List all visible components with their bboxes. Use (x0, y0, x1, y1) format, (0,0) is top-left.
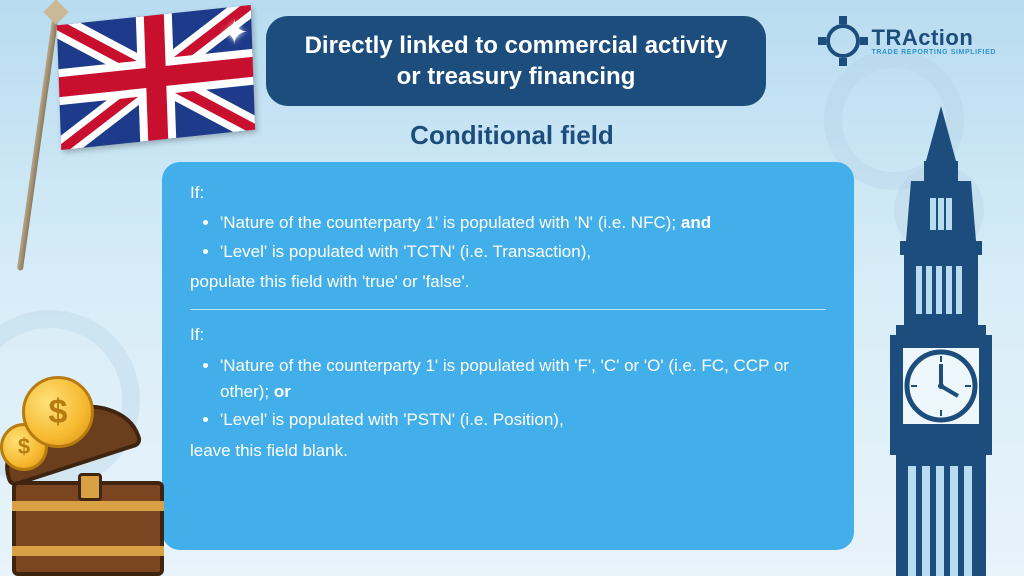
treasure-chest-illustration: $ $ (0, 376, 195, 576)
coin-icon: $ (22, 376, 94, 448)
rule-text: 'Nature of the counterparty 1' is popula… (220, 356, 789, 401)
rule-divider (190, 309, 826, 310)
traction-logo: TRAction TRADE REPORTING SIMPLIFIED (822, 20, 997, 62)
rules-panel: If: 'Nature of the counterparty 1' is po… (162, 162, 854, 550)
rule-bullet: 'Level' is populated with 'TCTN' (i.e. T… (220, 239, 826, 265)
rule-bold: and (681, 213, 711, 232)
rule-outcome: populate this field with 'true' or 'fals… (190, 269, 826, 295)
logo-name: TRAction (872, 27, 997, 49)
big-ben-illustration (876, 106, 1006, 576)
rule-bullet: 'Nature of the counterparty 1' is popula… (220, 353, 826, 406)
rule-block-2: If: 'Nature of the counterparty 1' is po… (190, 322, 826, 464)
rule-leadin: If: (190, 180, 826, 206)
rule-bullet: 'Level' is populated with 'PSTN' (i.e. P… (220, 407, 826, 433)
page-title: Directly linked to commercial activity o… (266, 16, 766, 106)
rule-outcome: leave this field blank. (190, 438, 826, 464)
rule-text: 'Nature of the counterparty 1' is popula… (220, 213, 681, 232)
rule-bold: or (274, 382, 291, 401)
logo-tagline: TRADE REPORTING SIMPLIFIED (872, 49, 997, 56)
rule-block-1: If: 'Nature of the counterparty 1' is po… (190, 180, 826, 295)
rule-bullet: 'Nature of the counterparty 1' is popula… (220, 210, 826, 236)
sparkle-icon: ✦ (220, 13, 249, 53)
gear-icon (822, 20, 864, 62)
rule-leadin: If: (190, 322, 826, 348)
page-subtitle: Conditional field (0, 120, 1024, 151)
